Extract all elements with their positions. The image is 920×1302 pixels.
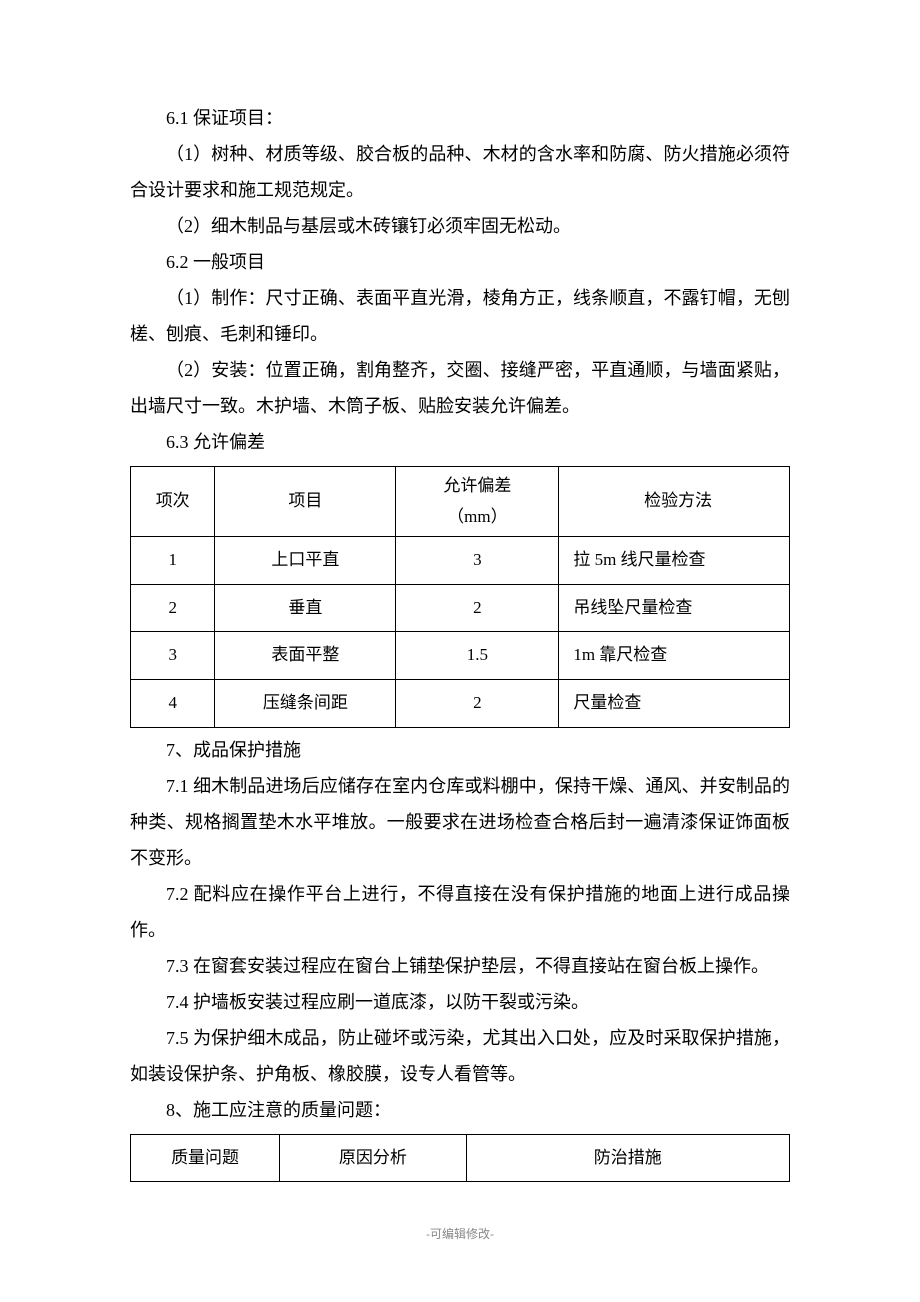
cell-method: 1m 靠尺检查 xyxy=(559,632,790,680)
cell-index: 3 xyxy=(131,632,215,680)
cell-method: 吊线坠尺量检查 xyxy=(559,584,790,632)
section-6-1-item-2: （2）细木制品与基层或木砖镶钉必须牢固无松动。 xyxy=(130,208,790,244)
th-item: 项目 xyxy=(215,467,396,537)
section-6-1-item-1: （1）树种、材质等级、胶合板的品种、木材的含水率和防腐、防火措施必须符合设计要求… xyxy=(130,136,790,208)
section-7-5: 7.5 为保护细木成品，防止碰坏或污染，尤其出入口处，应及时采取保护措施，如装设… xyxy=(130,1020,790,1092)
section-6-2-title: 6.2 一般项目 xyxy=(130,244,790,280)
cell-index: 4 xyxy=(131,679,215,727)
section-6-1-title: 6.1 保证项目： xyxy=(130,100,790,136)
cell-item: 表面平整 xyxy=(215,632,396,680)
section-6-3-title: 6.3 允许偏差 xyxy=(130,424,790,460)
section-6-2-item-1: （1）制作：尺寸正确、表面平直光滑，棱角方正，线条顺直，不露钉帽，无刨槎、刨痕、… xyxy=(130,280,790,352)
table-row: 4 压缝条间距 2 尺量检查 xyxy=(131,679,790,727)
th-index: 项次 xyxy=(131,467,215,537)
section-7-4: 7.4 护墙板安装过程应刷一道底漆，以防干裂或污染。 xyxy=(130,984,790,1020)
section-7-title: 7、成品保护措施 xyxy=(130,732,790,768)
section-8-title: 8、施工应注意的质量问题： xyxy=(130,1092,790,1128)
th-tolerance: 允许偏差 （mm） xyxy=(396,467,559,537)
cell-tolerance: 1.5 xyxy=(396,632,559,680)
table-row: 1 上口平直 3 拉 5m 线尺量检查 xyxy=(131,537,790,585)
th-issue: 质量问题 xyxy=(131,1134,280,1182)
tolerance-table: 项次 项目 允许偏差 （mm） 检验方法 1 上口平直 3 拉 5m 线尺量检查… xyxy=(130,466,790,728)
footer-note: -可编辑修改- xyxy=(0,1225,920,1242)
table-header-row: 质量问题 原因分析 防治措施 xyxy=(131,1134,790,1182)
cell-tolerance: 3 xyxy=(396,537,559,585)
cell-item: 垂直 xyxy=(215,584,396,632)
th-method: 检验方法 xyxy=(559,467,790,537)
cell-index: 1 xyxy=(131,537,215,585)
cell-item: 上口平直 xyxy=(215,537,396,585)
table-row: 3 表面平整 1.5 1m 靠尺检查 xyxy=(131,632,790,680)
section-7-2: 7.2 配料应在操作平台上进行，不得直接在没有保护措施的地面上进行成品操作。 xyxy=(130,876,790,948)
cell-method: 尺量检查 xyxy=(559,679,790,727)
section-6-2-item-2: （2）安装：位置正确，割角整齐，交圈、接缝严密，平直通顺，与墙面紧贴，出墙尺寸一… xyxy=(130,352,790,424)
th-cause: 原因分析 xyxy=(280,1134,466,1182)
cell-item: 压缝条间距 xyxy=(215,679,396,727)
table-header-row: 项次 项目 允许偏差 （mm） 检验方法 xyxy=(131,467,790,537)
cell-method: 拉 5m 线尺量检查 xyxy=(559,537,790,585)
table-row: 2 垂直 2 吊线坠尺量检查 xyxy=(131,584,790,632)
section-7-3: 7.3 在窗套安装过程应在窗台上铺垫保护垫层，不得直接站在窗台板上操作。 xyxy=(130,948,790,984)
cell-tolerance: 2 xyxy=(396,584,559,632)
quality-issues-table: 质量问题 原因分析 防治措施 xyxy=(130,1134,790,1183)
th-prevention: 防治措施 xyxy=(466,1134,789,1182)
document-page: 6.1 保证项目： （1）树种、材质等级、胶合板的品种、木材的含水率和防腐、防火… xyxy=(0,0,920,1302)
cell-tolerance: 2 xyxy=(396,679,559,727)
section-7-1: 7.1 细木制品进场后应储存在室内仓库或料棚中，保持干燥、通风、并安制品的种类、… xyxy=(130,768,790,876)
cell-index: 2 xyxy=(131,584,215,632)
